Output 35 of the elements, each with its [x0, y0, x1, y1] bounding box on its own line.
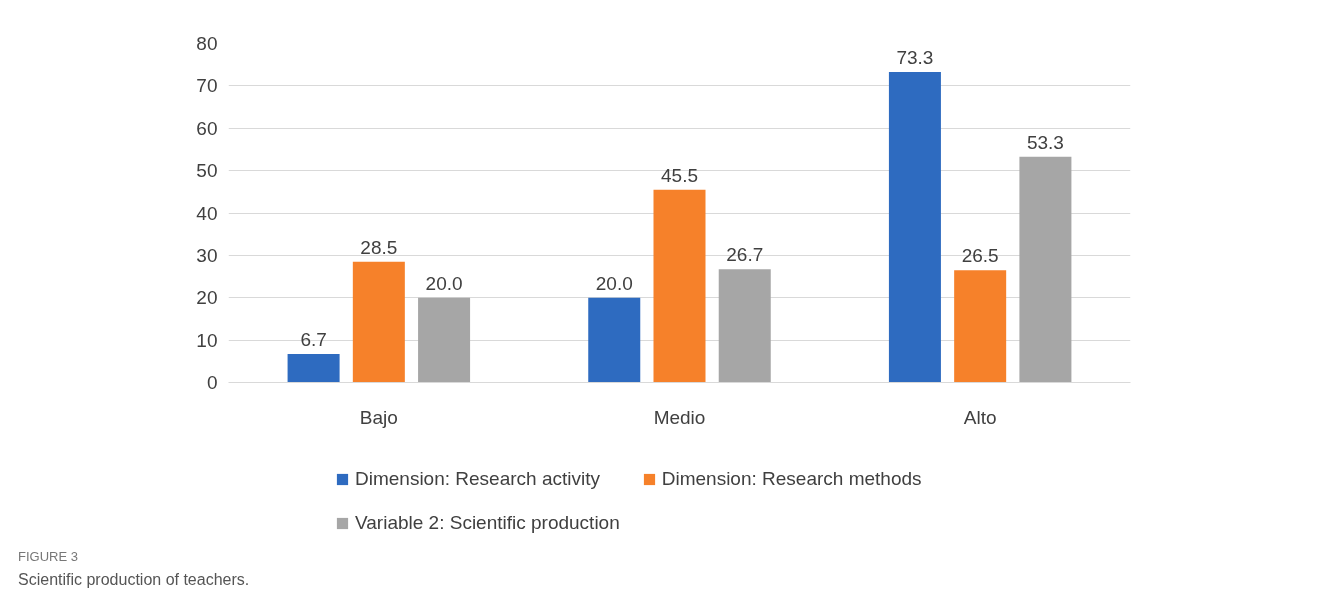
- y-tick-label: 40: [196, 202, 218, 224]
- y-tick-label: 30: [196, 244, 218, 266]
- bar: [588, 297, 641, 383]
- bar: [718, 269, 771, 383]
- bar: [287, 354, 340, 383]
- data-label: 28.5: [360, 236, 398, 258]
- data-label: 26.5: [961, 245, 999, 267]
- x-tick-label: Bajo: [359, 406, 398, 428]
- data-label: 6.7: [300, 329, 327, 351]
- bar: [888, 71, 941, 383]
- legend-label: Dimension: Research methods: [661, 468, 922, 490]
- bar: [1019, 156, 1072, 383]
- y-tick-label: 70: [196, 75, 218, 97]
- y-tick-label: 0: [206, 372, 218, 393]
- bar: [954, 270, 1007, 383]
- data-label: 20.0: [425, 272, 463, 294]
- legend-label: Variable 2: Scientific production: [355, 512, 620, 534]
- x-tick-label: Alto: [963, 406, 997, 428]
- data-label: 45.5: [661, 164, 698, 186]
- x-tick-label: Medio: [653, 406, 706, 428]
- legend-label: Dimension: Research activity: [355, 468, 600, 490]
- bar: [418, 297, 471, 383]
- y-tick-label: 20: [196, 287, 218, 309]
- y-tick-label: 50: [196, 160, 218, 182]
- y-tick-label: 60: [196, 117, 218, 139]
- data-label: 73.3: [896, 46, 934, 68]
- y-tick-label: 10: [196, 329, 218, 351]
- caption: FIGURE 3: [18, 548, 78, 566]
- y-tick-label: 80: [196, 33, 218, 54]
- bar: [352, 261, 405, 383]
- data-label: 53.3: [1026, 131, 1064, 153]
- data-label: 20.0: [595, 272, 633, 294]
- text: Scientific production of teachers.: [18, 569, 250, 590]
- data-label: 26.7: [726, 244, 764, 266]
- bar: [653, 189, 706, 383]
